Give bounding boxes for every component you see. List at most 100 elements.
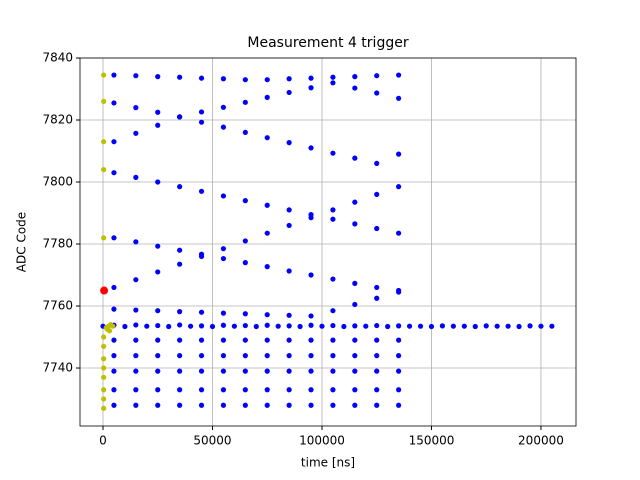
- point: [133, 307, 139, 313]
- point: [220, 368, 227, 374]
- point: [264, 402, 270, 408]
- x-tick-label: 50000: [193, 434, 231, 448]
- point: [286, 268, 292, 274]
- x-tick-label: 200000: [518, 434, 564, 448]
- point: [374, 284, 380, 291]
- point: [198, 109, 205, 115]
- point: [177, 387, 183, 393]
- point: [177, 247, 183, 253]
- point: [264, 135, 270, 141]
- point: [242, 387, 248, 393]
- point: [264, 202, 270, 208]
- point: [396, 184, 402, 190]
- point: [286, 312, 292, 318]
- point: [177, 74, 183, 80]
- point: [330, 216, 336, 222]
- x-tick-label: 0: [99, 434, 107, 448]
- point: [111, 235, 117, 241]
- point: [330, 80, 336, 86]
- point: [374, 73, 380, 79]
- point: [155, 109, 161, 115]
- point: [101, 396, 107, 402]
- point: [198, 323, 205, 329]
- point: [155, 387, 161, 393]
- chart-title: Measurement 4 trigger: [247, 35, 408, 51]
- point: [220, 193, 227, 199]
- point: [155, 308, 161, 314]
- point: [330, 308, 336, 314]
- point: [341, 323, 347, 330]
- point: [101, 98, 107, 105]
- y-tick-label: 7760: [42, 299, 73, 313]
- point: [231, 323, 237, 329]
- point: [374, 337, 380, 343]
- point: [220, 387, 227, 393]
- point: [242, 353, 248, 359]
- y-tick-label: 7780: [42, 237, 73, 251]
- point: [101, 167, 107, 173]
- point: [220, 124, 227, 130]
- point: [549, 323, 555, 329]
- point: [264, 264, 270, 270]
- y-tick-label: 7800: [42, 175, 73, 189]
- point: [286, 323, 292, 329]
- point: [374, 353, 380, 359]
- point: [133, 402, 139, 408]
- point: [352, 387, 358, 393]
- point: [111, 284, 117, 291]
- point: [396, 289, 402, 295]
- point: [101, 334, 107, 340]
- point: [220, 353, 227, 359]
- point: [330, 207, 336, 213]
- point: [155, 337, 161, 343]
- point: [155, 353, 161, 359]
- point: [308, 272, 314, 278]
- point: [352, 280, 358, 286]
- point: [220, 322, 227, 328]
- point: [286, 76, 292, 82]
- point: [286, 337, 292, 343]
- point: [264, 322, 270, 328]
- point: [286, 222, 292, 229]
- point: [439, 323, 446, 329]
- point: [198, 337, 205, 343]
- point: [352, 337, 358, 343]
- point: [242, 77, 248, 83]
- point: [330, 74, 336, 80]
- point: [101, 356, 107, 362]
- point: [406, 323, 413, 329]
- point: [264, 230, 270, 236]
- point: [330, 276, 336, 282]
- point: [286, 140, 292, 146]
- point: [308, 85, 314, 91]
- point: [133, 387, 139, 393]
- point: [275, 323, 281, 329]
- point: [374, 225, 380, 232]
- point: [264, 337, 270, 343]
- point: [264, 387, 270, 393]
- point: [286, 368, 292, 374]
- point: [155, 74, 161, 80]
- point: [133, 174, 139, 180]
- point: [198, 75, 205, 81]
- point: [308, 368, 314, 374]
- point: [242, 322, 248, 329]
- point: [101, 387, 107, 393]
- point: [352, 353, 358, 359]
- point: [396, 368, 402, 374]
- point: [242, 260, 248, 266]
- point: [505, 323, 511, 329]
- point: [198, 188, 205, 194]
- point: [330, 368, 336, 374]
- point: [330, 150, 336, 156]
- point: [100, 286, 109, 295]
- point: [198, 368, 205, 374]
- point: [396, 387, 402, 393]
- point: [308, 337, 314, 343]
- point: [111, 72, 117, 78]
- point: [133, 368, 139, 374]
- point: [374, 295, 380, 301]
- point: [155, 122, 161, 128]
